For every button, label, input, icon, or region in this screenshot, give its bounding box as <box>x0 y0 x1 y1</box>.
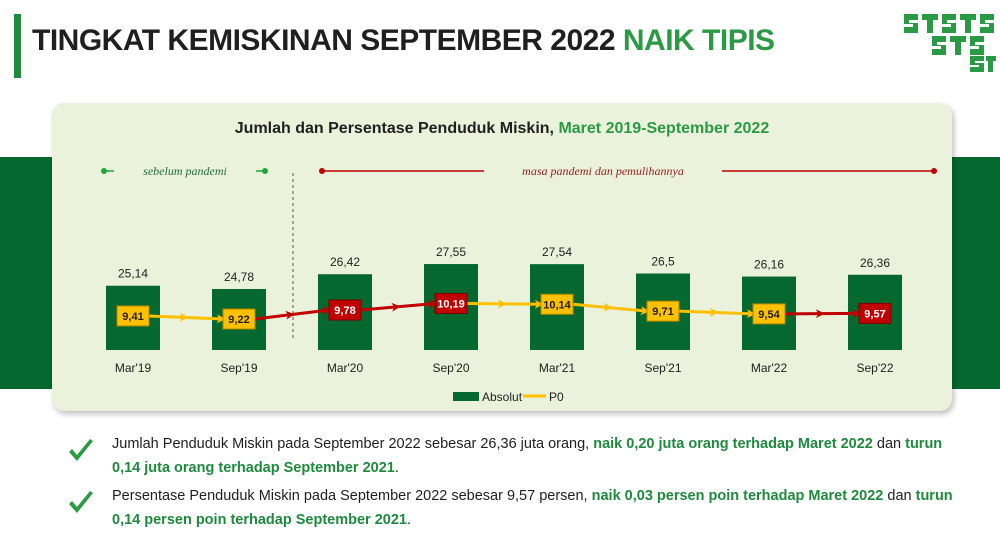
p0-line-segment <box>360 302 401 312</box>
bullet-2-end: . <box>406 512 411 528</box>
p0-line-segment <box>254 310 295 321</box>
bullet-1-highlight-1: naik 0,20 juta orang terhadap Maret 2022 <box>593 436 873 452</box>
p0-value-label: 9,54 <box>758 309 780 321</box>
p0-line-segment <box>148 312 189 322</box>
chart-panel <box>52 103 952 411</box>
p0-value-label: 9,57 <box>864 308 885 320</box>
p0-label-box <box>116 305 150 327</box>
period-dot <box>319 168 325 174</box>
page-title: TINGKAT KEMISKINAN SEPTEMBER 2022 NAIK T… <box>32 24 775 58</box>
p0-line-segment <box>291 306 332 317</box>
bullet-1-text-2: dan <box>872 436 906 452</box>
p0-value-label: 9,22 <box>228 314 249 326</box>
p0-label-box <box>646 300 680 322</box>
bar-value-label: 24,78 <box>224 270 254 284</box>
chart-title-accent: Maret 2019-September 2022 <box>558 120 770 137</box>
bullet-2-highlight-2: turun 0,14 persen poin terhadap Septembe… <box>112 488 953 528</box>
period-dot <box>262 168 268 174</box>
bullet-2-text-2: dan <box>883 488 916 504</box>
bullet-text-2: Persentase Penduduk Miskin pada Septembe… <box>112 484 972 532</box>
period-dot <box>931 168 937 174</box>
period-dot <box>101 168 107 174</box>
legend-label-absolut: Absolut <box>482 390 523 404</box>
legend-label-p0: P0 <box>549 390 564 404</box>
p0-line-segment <box>715 309 756 319</box>
period-label-sebelum: sebelum pandemi <box>143 164 227 178</box>
x-tick-label: Mar'20 <box>327 361 364 375</box>
bps-logo-icon <box>904 14 996 72</box>
x-tick-label: Sep'22 <box>857 361 894 375</box>
bar-value-label: 27,55 <box>436 245 466 259</box>
bar-value-label: 27,54 <box>542 245 572 259</box>
p0-label-box <box>752 303 786 325</box>
x-tick-label: Sep'19 <box>221 361 258 375</box>
p0-value-label: 9,41 <box>122 311 143 323</box>
bullet-text-1: Jumlah Penduduk Miskin pada September 20… <box>112 432 972 480</box>
bullet-1-highlight-2: turun 0,14 juta orang terhadap September… <box>112 436 943 476</box>
p0-line-segment <box>185 314 226 324</box>
bullet-2-highlight-1: naik 0,03 persen poin terhadap Maret 202… <box>591 488 884 504</box>
bullet-1-text: Jumlah Penduduk Miskin pada September 20… <box>112 436 594 452</box>
legend-swatch-absolut <box>453 392 479 401</box>
bar-value-label: 26,36 <box>860 256 890 270</box>
page-title-main: TINGKAT KEMISKINAN SEPTEMBER 2022 <box>32 24 623 57</box>
p0-label-box <box>858 302 892 324</box>
bullet-2-text: Persentase Penduduk Miskin pada Septembe… <box>112 488 592 504</box>
bar-value-label: 25,14 <box>118 267 148 281</box>
p0-line-segment <box>678 307 719 317</box>
period-label-bg <box>484 161 722 181</box>
bar-value-label: 26,16 <box>754 258 784 272</box>
x-tick-label: Mar'22 <box>751 361 788 375</box>
p0-value-label: 9,78 <box>334 305 355 317</box>
x-tick-label: Mar'19 <box>115 361 152 375</box>
p0-label-box <box>328 299 362 321</box>
p0-value-label: 9,71 <box>652 306 673 318</box>
check-icon <box>69 491 93 513</box>
check-icon <box>69 439 93 461</box>
p0-value-label: 10,14 <box>543 299 571 311</box>
x-tick-label: Sep'20 <box>433 361 470 375</box>
p0-label-box <box>540 293 574 315</box>
page-title-accent: NAIK TIPIS <box>622 24 775 57</box>
p0-label-box <box>434 292 468 314</box>
period-label-bg <box>114 161 256 181</box>
poverty-chart: sebelum pandemi masa pandemi dan pemuliha… <box>101 161 937 404</box>
chart-title: Jumlah dan Persentase Penduduk Miskin, M… <box>52 120 952 138</box>
x-tick-label: Sep'21 <box>645 361 682 375</box>
p0-line-segment <box>397 299 438 309</box>
title-accent-bar <box>14 14 21 78</box>
p0-line-segment <box>609 306 650 316</box>
x-tick-label: Mar'21 <box>539 361 576 375</box>
bar-value-label: 26,5 <box>651 255 675 269</box>
bullet-1-end: . <box>394 460 399 476</box>
p0-label-box <box>222 308 256 330</box>
period-label-pandemi: masa pandemi dan pemulihannya <box>522 164 684 178</box>
bar-value-label: 26,42 <box>330 255 360 269</box>
p0-line-segment <box>572 302 613 312</box>
p0-value-label: 10,19 <box>437 298 465 310</box>
chart-title-main: Jumlah dan Persentase Penduduk Miskin, <box>234 120 559 137</box>
